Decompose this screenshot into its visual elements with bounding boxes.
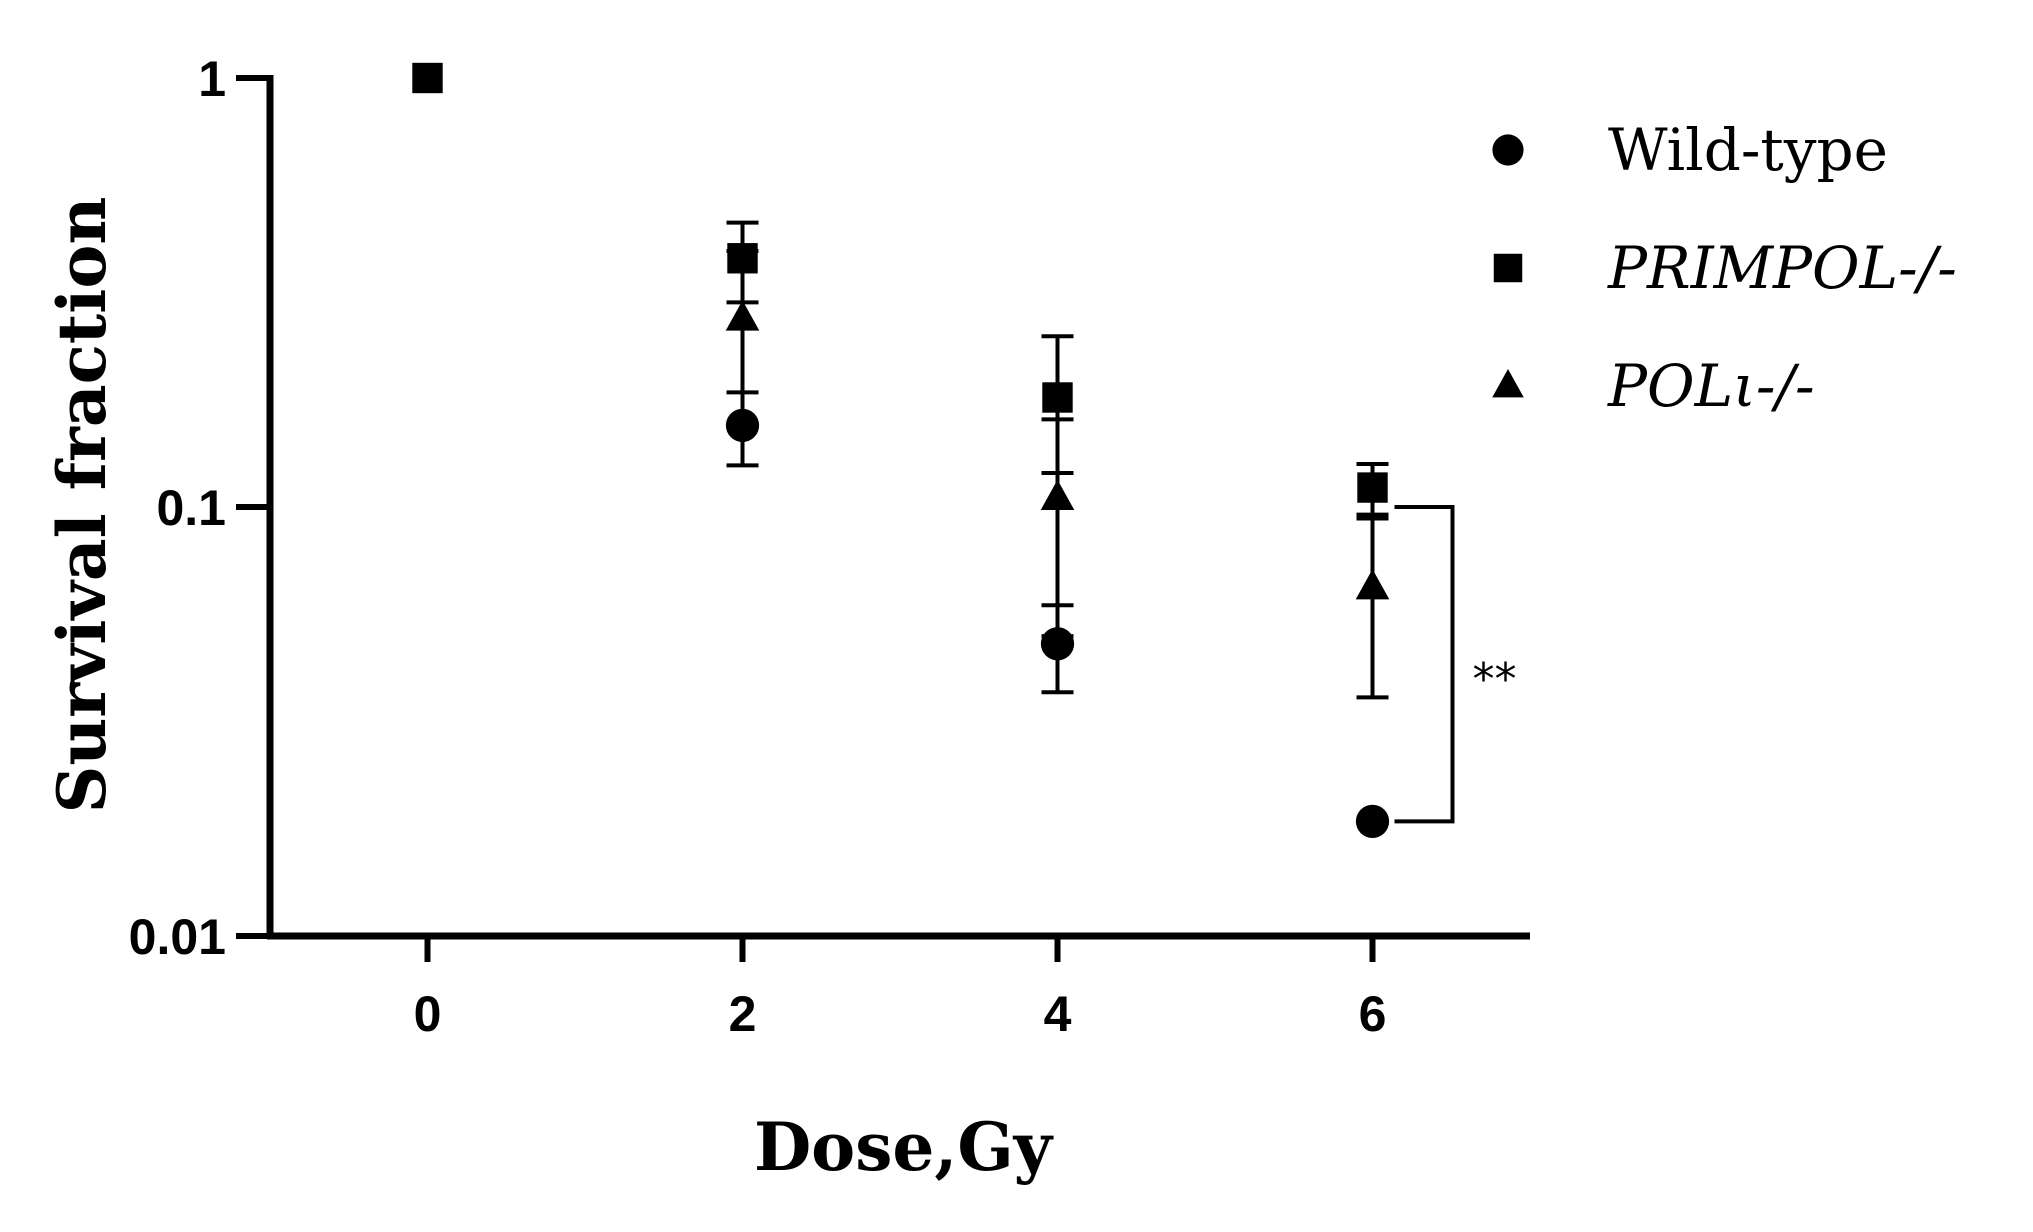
x-tick-label: 6 [1359,986,1387,1042]
legend: Wild-type PRIMPOL-/- POLι-/- [1492,116,1957,420]
legend-item: PRIMPOL-/- [1493,234,1957,302]
legend-item: Wild-type [1492,116,1888,184]
x-tick-label: 4 [1044,986,1072,1042]
significance-annotation: ** [1394,505,1517,824]
data-markers [412,62,1390,839]
legend-item: POLι-/- [1492,352,1815,420]
x-tick-label: 0 [414,986,442,1042]
y-tick-label: 0.01 [129,909,226,965]
data-point-circle [1355,804,1390,839]
legend-marker-triangle [1492,368,1524,398]
y-ticks: 0.01 0.1 1 [129,51,270,965]
legend-label: Wild-type [1608,116,1888,184]
data-point-square [412,62,443,94]
axes [266,75,1530,940]
data-point-triangle [1040,479,1075,511]
significance-bracket [1394,505,1455,824]
x-axis-title: Dose,Gy [754,1108,1054,1186]
error-bar [1356,516,1389,700]
data-point-square [727,243,758,274]
data-point-square [1042,382,1073,413]
y-tick-label: 1 [198,51,226,107]
legend-marker-square [1493,253,1523,283]
data-point-triangle [1355,569,1390,600]
x-ticks: 0 2 4 6 [414,936,1387,1042]
legend-label: POLι-/- [1607,352,1815,420]
legend-marker-circle [1492,134,1524,166]
data-point-circle [1040,627,1075,661]
y-axis-title: Survival fraction [43,197,121,814]
data-point-circle [725,408,760,442]
significance-label: ** [1473,654,1517,705]
x-tick-label: 2 [729,986,757,1042]
legend-label: PRIMPOL-/- [1607,234,1957,302]
error-bars [726,220,1389,700]
y-tick-label: 0.1 [156,480,226,536]
error-bar [726,249,759,428]
data-point-square [1357,472,1388,503]
data-point-triangle [725,300,760,331]
